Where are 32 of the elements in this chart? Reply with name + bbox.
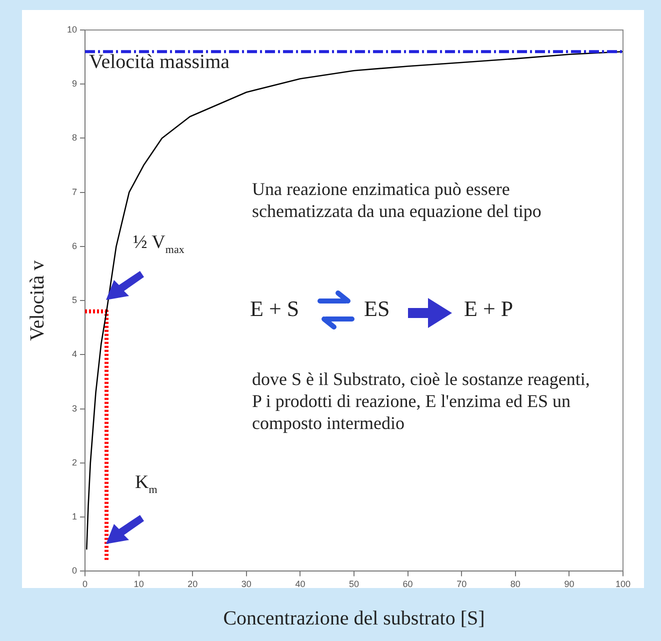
annotation: ½ V$_{max}$ [133, 232, 186, 258]
annotation: K$_{m}$ [135, 472, 158, 498]
x-tick-label: 40 [295, 579, 306, 590]
annotation: dove S è il Substrato, cioè le sostanze reagenti, P i prodotti di reazione, E l'enzima ed ES un composto intermedio [252, 368, 591, 434]
y-tick-label: 8 [72, 132, 78, 143]
y-tick-label: 5 [72, 295, 78, 306]
y-tick-label: 7 [72, 186, 78, 197]
x-tick-label: 90 [564, 579, 574, 590]
annotation: E + S [250, 296, 300, 321]
annotation: E + P [464, 296, 514, 321]
x-tick-label: 30 [241, 579, 252, 590]
x-axis-title: Concentrazione del substrato [S] [223, 607, 485, 630]
y-tick-label: 6 [72, 240, 78, 251]
y-axis-title: Velocità v [26, 260, 48, 341]
x-tick-label: 70 [456, 579, 467, 590]
x-tick-label: 10 [134, 579, 144, 590]
y-tick-label: 10 [66, 24, 78, 34]
x-tick-label: 0 [82, 579, 88, 590]
x-tick-label: 80 [510, 579, 520, 590]
y-tick-label: 3 [72, 403, 78, 414]
x-tick-label: 50 [349, 579, 360, 590]
y-tick-label: 0 [72, 566, 78, 576]
x-tick-label: 100 [615, 579, 631, 590]
x-tick-label: 20 [188, 579, 198, 590]
annotation: ES [364, 296, 391, 321]
y-tick-label: 1 [72, 512, 78, 522]
y-tick-label: 2 [72, 457, 78, 468]
y-tick-label: 4 [72, 349, 78, 360]
annotation: Una reazione enzimatica può essere schematizzata da una equazione del tipo [252, 178, 542, 222]
ref-line-label: Velocità massima [89, 50, 230, 73]
y-tick-label: 9 [72, 78, 78, 89]
x-tick-label: 60 [402, 579, 413, 590]
